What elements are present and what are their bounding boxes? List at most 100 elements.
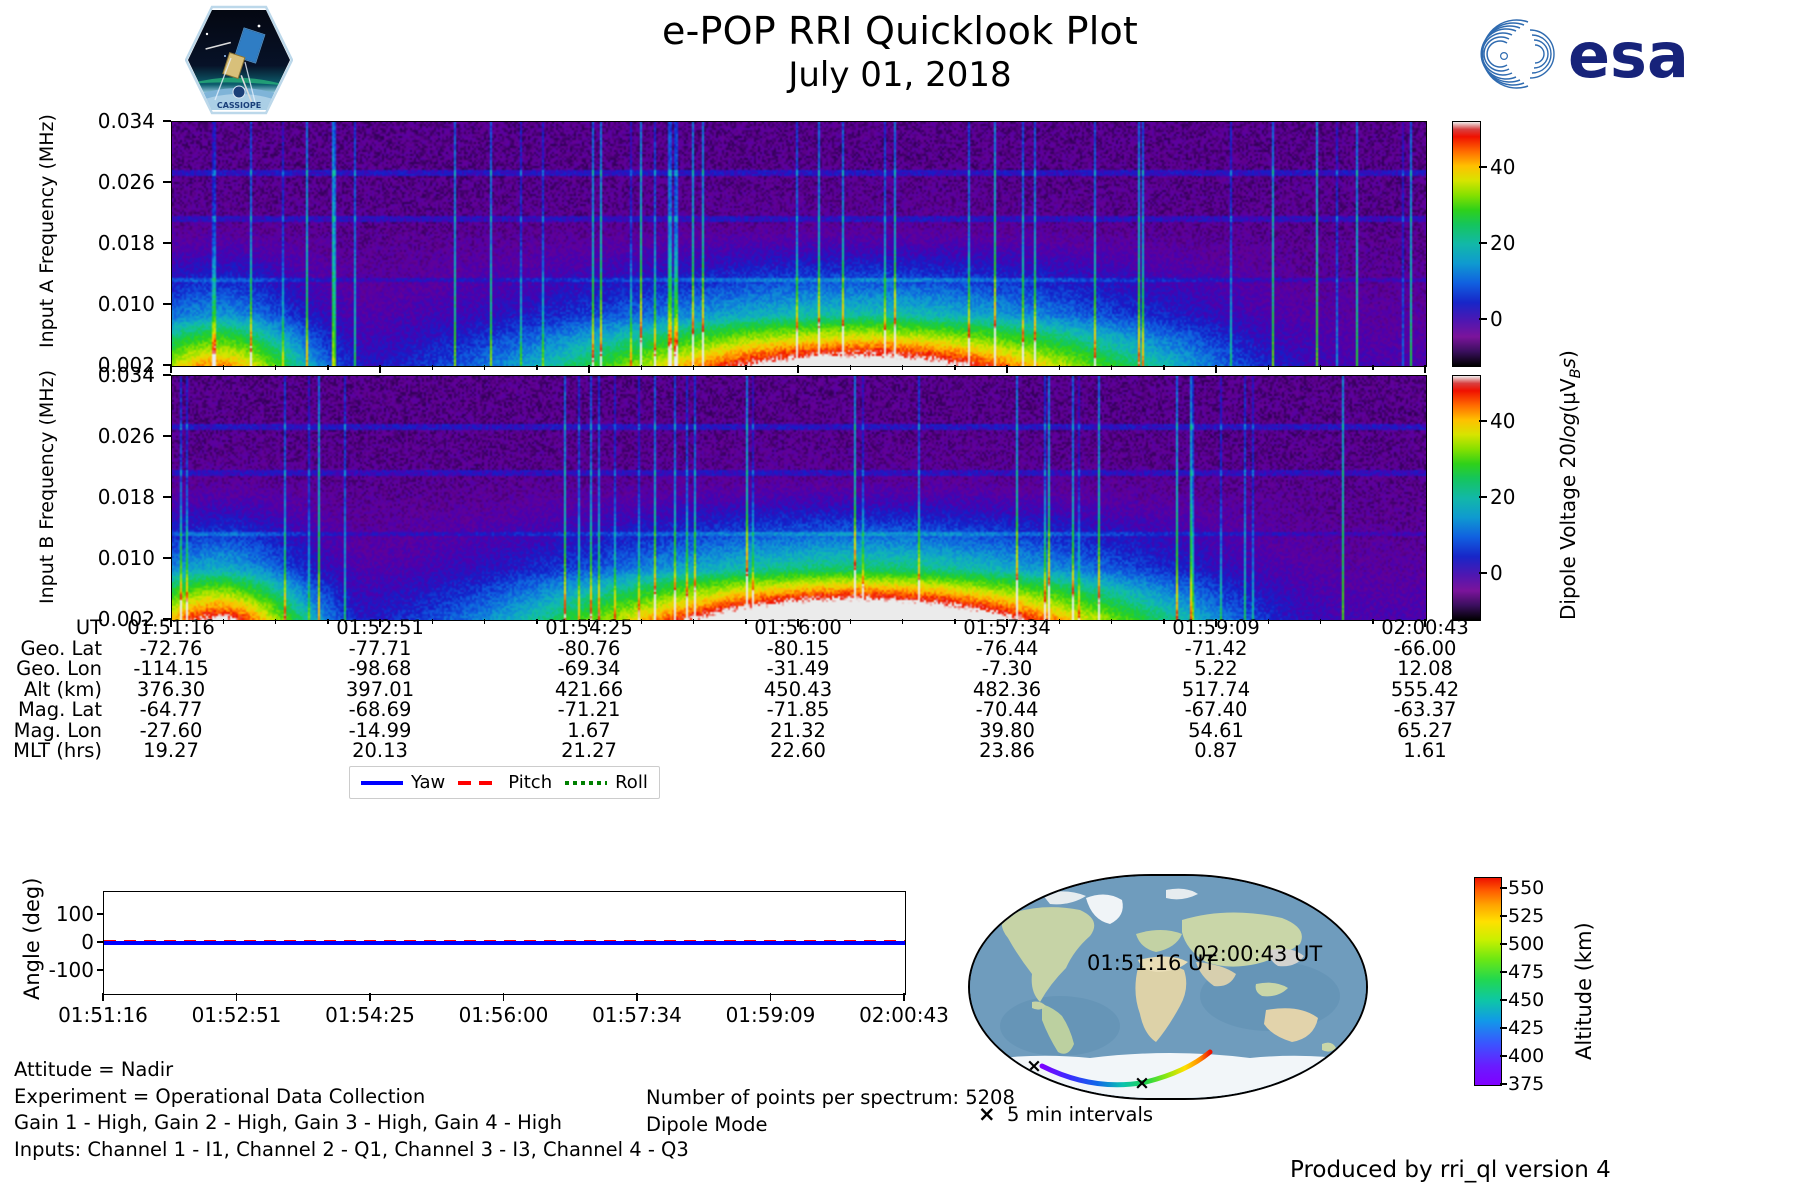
svg-text:×: × <box>1026 1055 1042 1077</box>
colorbar-tick-mark <box>1479 572 1487 575</box>
altitude-tick-label: 550 <box>1508 877 1545 900</box>
geo-cell: 01:56:00 <box>754 616 842 639</box>
geo-cell: 19.27 <box>143 739 199 762</box>
attitude-xtick-mark <box>235 993 238 1001</box>
spectrogram-ytick-mark <box>163 303 171 305</box>
altitude-tick-label: 375 <box>1508 1073 1545 1095</box>
footer-left-block: Attitude = Nadir Experiment = Operationa… <box>14 1057 689 1163</box>
geo-cell: 450.43 <box>763 677 833 701</box>
geo-cell: -66.00 <box>1393 636 1457 660</box>
altitude-tick-mark <box>1500 1027 1507 1029</box>
attitude-xtick-label: 01:54:25 <box>325 1003 415 1027</box>
spectrogram-ytick-mark <box>163 435 171 437</box>
spectrogram-ytick-label: 0.010 <box>97 292 155 316</box>
geo-parameter-table: UT 01:51:16 01:52:51 01:54:25 01:56:00 01:57:… <box>0 616 1490 762</box>
spectrogram-ytick-mark <box>163 181 171 183</box>
input-b-colorbar <box>1452 375 1481 621</box>
altitude-tick-label: 425 <box>1508 1017 1545 1040</box>
colorbar-tick-mark <box>1479 318 1487 321</box>
geo-row-label: MLT (hrs) <box>13 739 102 762</box>
attitude-ytick-label: 100 <box>55 901 94 926</box>
geo-table-row: UT 01:51:16 01:52:51 01:54:25 01:56:00 01:57:… <box>0 616 1490 639</box>
spectrogram-xtick-minor <box>692 365 695 370</box>
spectrogram-xtick-minor <box>640 619 643 624</box>
page-title: e-POP RRI Quicklook Plot <box>661 9 1138 53</box>
geo-cell: 397.01 <box>345 677 415 701</box>
geo-table-row: Alt (km) 376.30 397.01 421.66 450.43 482.36 51… <box>0 677 1490 701</box>
geo-cell: -63.37 <box>1393 698 1457 721</box>
geo-cell: -27.60 <box>139 718 203 742</box>
spectrogram-xtick-minor <box>483 365 486 370</box>
geo-cell: 01:57:34 <box>963 616 1051 639</box>
spectrogram-xtick-minor <box>536 619 538 624</box>
colorbar-tick-mark <box>1479 419 1487 422</box>
attitude-xtick-mark <box>769 993 772 1001</box>
spectrogram-xtick-minor <box>901 619 904 624</box>
spectrogram-xtick-minor <box>849 619 852 624</box>
geo-cell: 421.66 <box>554 677 624 701</box>
geo-cell: -98.68 <box>348 657 412 680</box>
spectrogram-ytick-mark <box>163 120 171 122</box>
attitude-series-yaw <box>104 941 905 945</box>
cassiope-logo: CASSIOPE <box>184 4 294 116</box>
colorbar-tick-label: 40 <box>1490 408 1516 433</box>
attitude-ytick-label: -100 <box>48 958 94 983</box>
legend-label-yaw: Yaw <box>411 772 446 793</box>
spectrogram-ytick-label: 0.026 <box>97 170 155 194</box>
altitude-tick-label: 525 <box>1508 905 1545 928</box>
geo-cell: -72.76 <box>139 636 203 660</box>
geo-cell: -76.44 <box>975 636 1039 660</box>
spectrogram-xtick-mark <box>170 365 172 373</box>
svg-text:×: × <box>1134 1072 1150 1094</box>
altitude-tick-mark <box>1500 1055 1507 1057</box>
legend-swatch-pitch <box>458 780 501 785</box>
geo-cell: -70.44 <box>975 698 1039 721</box>
map-clip: × × <box>968 874 1368 1100</box>
altitude-tick-label: 475 <box>1508 961 1545 984</box>
spectrogram-xtick-mark <box>1424 619 1426 627</box>
attitude-xtick-label: 01:51:16 <box>58 1003 148 1027</box>
footer-points-per-spectrum: Number of points per spectrum: 5208 <box>646 1086 1015 1109</box>
attitude-ytick-mark <box>97 941 104 943</box>
altitude-tick-mark <box>1500 1083 1507 1085</box>
legend-label-pitch: Pitch <box>508 772 553 793</box>
attitude-xtick-label: 02:00:43 <box>859 1003 949 1027</box>
colorbar-tick-label: 20 <box>1490 485 1516 509</box>
spectrogram-xtick-mark <box>797 619 799 627</box>
spectrogram-xtick-mark <box>379 619 381 627</box>
geo-cell: 1.67 <box>567 718 611 742</box>
geo-cell: -80.76 <box>557 636 621 660</box>
spectrogram-xtick-mark <box>170 619 172 627</box>
colorbar-gradient-a <box>1453 122 1480 366</box>
spectrogram-xtick-mark <box>1006 619 1008 627</box>
geo-cell: 376.30 <box>136 677 206 701</box>
spectrogram-xtick-mark <box>588 619 590 627</box>
footer-attitude: Attitude = Nadir <box>14 1058 174 1081</box>
spectrogram-xtick-minor <box>327 365 329 370</box>
geo-cell: 22.60 <box>770 739 826 762</box>
attitude-plot-frame <box>103 891 906 995</box>
produced-by-label: Produced by rri_ql version 4 <box>1290 1157 1611 1183</box>
colorbar-gradient-b <box>1453 376 1480 620</box>
spectrogram-xtick-mark <box>1006 365 1008 373</box>
altitude-tick-mark <box>1500 999 1507 1001</box>
geo-cell: 02:00:43 <box>1381 616 1469 639</box>
spectrogram-ytick-label: 0.002 <box>97 353 155 377</box>
geo-cell: -77.71 <box>348 636 412 660</box>
geo-cell: 20.13 <box>352 739 408 762</box>
colorbar-axis-label: Dipole Voltage 20log(µVBs) <box>1556 350 1584 620</box>
geo-cell: -69.34 <box>557 657 621 680</box>
spectrogram-xtick-minor <box>431 365 434 370</box>
spectrogram-xtick-minor <box>222 365 225 370</box>
geo-cell: -31.49 <box>766 657 830 680</box>
geo-cell: -71.85 <box>766 698 830 721</box>
spectrogram-xtick-minor <box>431 619 434 624</box>
svg-text:CASSIOPE: CASSIOPE <box>217 101 261 110</box>
geo-cell: 5.22 <box>1194 657 1238 680</box>
geo-table-row: Geo. Lat -72.76 -77.71 -80.76 -80.15 -76.44 -7… <box>0 636 1490 660</box>
altitude-colorbar <box>1474 877 1502 1086</box>
spectrogram-xtick-mark <box>1215 619 1217 627</box>
altitude-colorbar-gradient <box>1475 878 1501 1085</box>
spectrogram-xtick-minor <box>954 365 956 370</box>
spectrogram-xtick-mark <box>1424 365 1426 373</box>
